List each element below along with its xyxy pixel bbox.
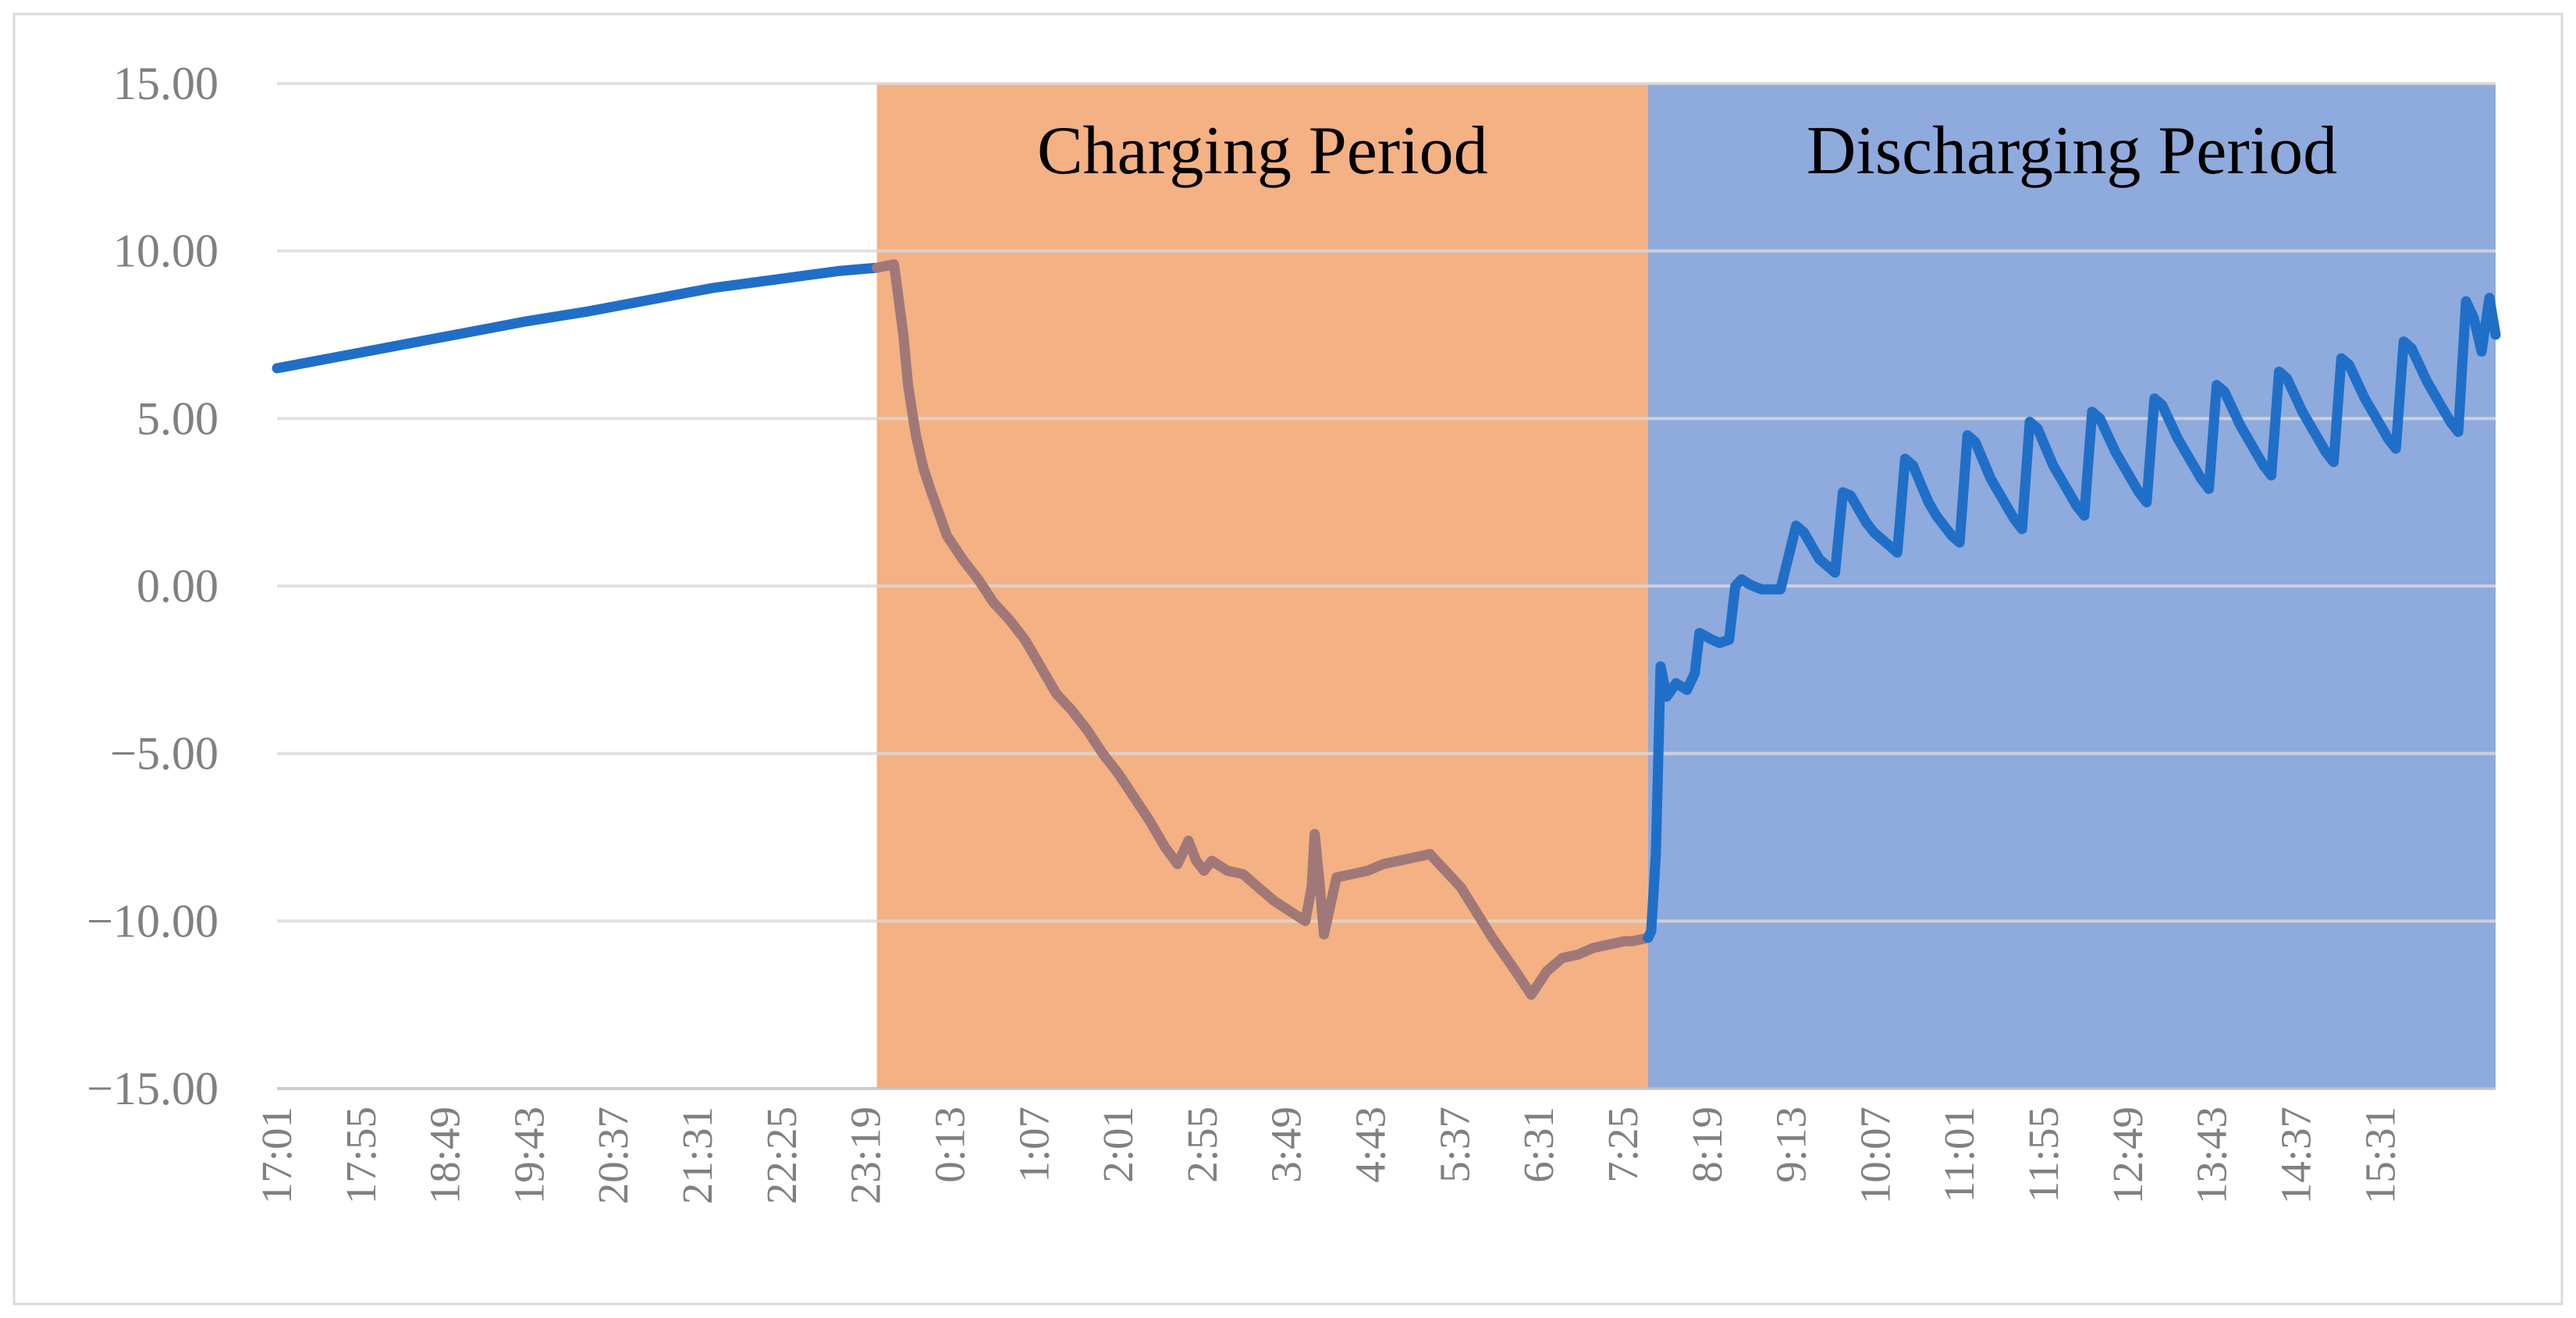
x-tick-label: 12:49 [2104, 1107, 2151, 1204]
x-tick-label: 1:07 [1010, 1107, 1057, 1183]
x-tick-label: 5:37 [1430, 1107, 1478, 1183]
x-tick-label: 0:13 [926, 1107, 973, 1183]
region-label-discharging: Discharging Period [1807, 113, 2337, 189]
y-tick-label: 0.00 [137, 560, 219, 612]
x-tick-label: 17:55 [337, 1107, 385, 1204]
x-tick-label: 8:19 [1683, 1107, 1731, 1183]
x-tick-label: 2:55 [1178, 1107, 1226, 1183]
y-tick-label: 10.00 [113, 226, 219, 277]
x-tick-label: 6:31 [1515, 1107, 1562, 1183]
x-tick-label: 4:43 [1347, 1107, 1395, 1183]
x-tick-label: 11:01 [1935, 1107, 1983, 1203]
y-tick-label: −5.00 [110, 728, 219, 780]
x-tick-label: 13:43 [2188, 1107, 2236, 1204]
x-tick-label: 7:25 [1599, 1107, 1647, 1183]
x-tick-label: 10:07 [1851, 1107, 1899, 1204]
x-tick-label: 21:31 [673, 1107, 721, 1204]
x-tick-label: 14:37 [2272, 1107, 2319, 1204]
y-tick-label: −15.00 [87, 1063, 219, 1114]
x-tick-label: 20:37 [589, 1107, 637, 1204]
x-tick-label: 3:49 [1263, 1107, 1310, 1183]
series-line-discharging [1643, 293, 2501, 943]
x-tick-label: 22:25 [758, 1107, 805, 1204]
y-tick-label: 15.00 [113, 58, 219, 109]
x-tick-label: 23:19 [842, 1107, 890, 1204]
y-tick-label: 5.00 [137, 393, 219, 444]
x-tick-label: 9:13 [1768, 1107, 1815, 1183]
series-line-charging [872, 259, 1654, 1000]
region-label-charging: Charging Period [1037, 113, 1488, 189]
x-tick-label: 2:01 [1094, 1107, 1142, 1183]
x-tick-label: 19:43 [505, 1107, 553, 1204]
series-line-pre-charging [272, 262, 883, 374]
x-tick-label: 15:31 [2356, 1107, 2404, 1204]
x-tick-label: 11:55 [2020, 1107, 2067, 1203]
chart-border [12, 12, 2564, 1306]
x-tick-label: 17:01 [253, 1107, 300, 1204]
x-tick-label: 18:49 [421, 1107, 469, 1204]
y-tick-label: −10.00 [87, 895, 219, 947]
